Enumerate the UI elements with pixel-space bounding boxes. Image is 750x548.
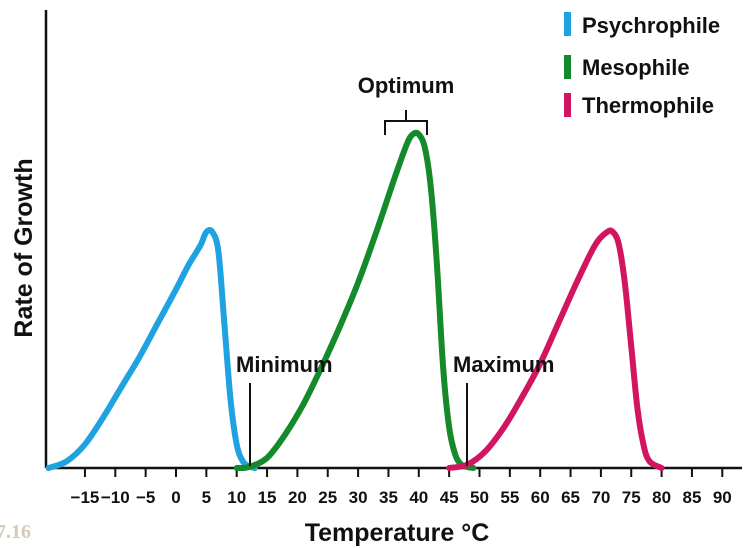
optimum-label: Optimum	[358, 73, 455, 98]
figure-label: 7.16	[0, 521, 31, 543]
x-tick-label: 20	[288, 488, 307, 507]
series-line-thermophile	[446, 227, 665, 471]
x-tick-label: 0	[171, 488, 180, 507]
x-tick-label: 60	[531, 488, 550, 507]
x-tick-label: 85	[682, 488, 701, 507]
x-tick-label: 15	[258, 488, 277, 507]
x-tick-label: −10	[101, 488, 130, 507]
optimum-bracket	[384, 110, 428, 135]
x-tick-label: 40	[409, 488, 428, 507]
x-tick-label: 75	[622, 488, 641, 507]
x-axis-ticks: −15 −10 −5 0 5 10 15 20 25 30 35 40 45 50 55 60 65 70 75 80…	[71, 468, 732, 507]
legend-swatch-mesophile	[564, 55, 571, 79]
legend: Psychrophile Mesophile Thermophile	[564, 12, 720, 118]
x-tick-label: 5	[202, 488, 211, 507]
x-tick-label: 55	[500, 488, 519, 507]
x-tick-label: 65	[561, 488, 580, 507]
legend-swatch-thermophile	[564, 93, 571, 117]
x-tick-label: 90	[713, 488, 732, 507]
x-tick-label: 45	[440, 488, 459, 507]
legend-label-mesophile: Mesophile	[582, 55, 690, 80]
series-layer	[45, 129, 665, 472]
x-tick-label: 10	[227, 488, 246, 507]
series-line-psychrophile	[45, 227, 258, 471]
y-axis-title: Rate of Growth	[10, 158, 38, 337]
x-tick-label: 70	[591, 488, 610, 507]
x-tick-label: 35	[379, 488, 398, 507]
minimum-label: Minimum	[236, 352, 333, 377]
series-line-mesophile	[233, 129, 477, 472]
x-tick-label: −15	[71, 488, 100, 507]
x-tick-label: 25	[318, 488, 337, 507]
x-tick-label: 30	[349, 488, 368, 507]
x-tick-label: 50	[470, 488, 489, 507]
x-axis-title: Temperature °C	[305, 519, 490, 547]
x-tick-label: −5	[136, 488, 155, 507]
legend-swatch-psychrophile	[564, 12, 571, 36]
legend-label-psychrophile: Psychrophile	[582, 13, 720, 38]
legend-label-thermophile: Thermophile	[582, 93, 714, 118]
x-tick-label: 80	[652, 488, 671, 507]
maximum-label: Maximum	[453, 352, 554, 377]
